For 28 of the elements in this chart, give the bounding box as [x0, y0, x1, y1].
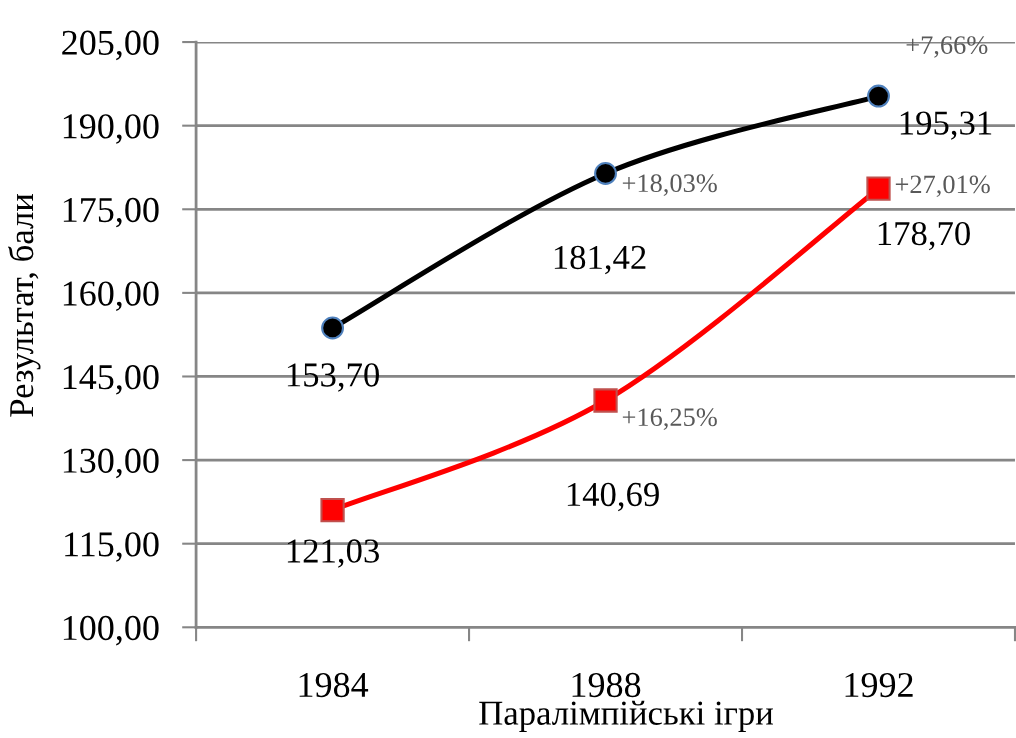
- y-tick-label: 130,00: [63, 448, 159, 479]
- data-label: 153,70: [287, 363, 379, 392]
- x-tick-label: 1988: [572, 672, 641, 698]
- y-tick-label: 205,00: [62, 30, 159, 61]
- y-tick-label: 145,00: [63, 365, 159, 395]
- point: [321, 316, 345, 340]
- annotation: +16,25%: [622, 408, 717, 430]
- data-label: 195,31: [900, 111, 992, 140]
- y-tick-label: 115,00: [65, 532, 159, 562]
- point: [594, 162, 617, 185]
- x-axis-title: Паралімпійські ігри: [479, 700, 773, 732]
- x-tick-label: 1984: [299, 672, 369, 698]
- annotation: +18,03%: [622, 174, 717, 196]
- data-label: 178,70: [878, 221, 970, 251]
- y-axis-title: Результат, бали: [8, 193, 41, 417]
- point: [867, 84, 890, 108]
- annotation: +27,01%: [895, 175, 990, 198]
- x-tick-label: 1992: [845, 672, 913, 698]
- data-label: 181,42: [554, 245, 646, 275]
- point: [320, 497, 345, 523]
- point: [593, 388, 618, 413]
- data-label: 121,03: [287, 539, 379, 568]
- data-label: 140,69: [567, 482, 659, 512]
- point: [866, 176, 891, 201]
- y-tick-label: 100,00: [63, 615, 159, 646]
- y-tick-label: 190,00: [63, 114, 159, 144]
- y-tick-label: 160,00: [63, 281, 159, 311]
- y-tick-label: 175,00: [63, 197, 159, 228]
